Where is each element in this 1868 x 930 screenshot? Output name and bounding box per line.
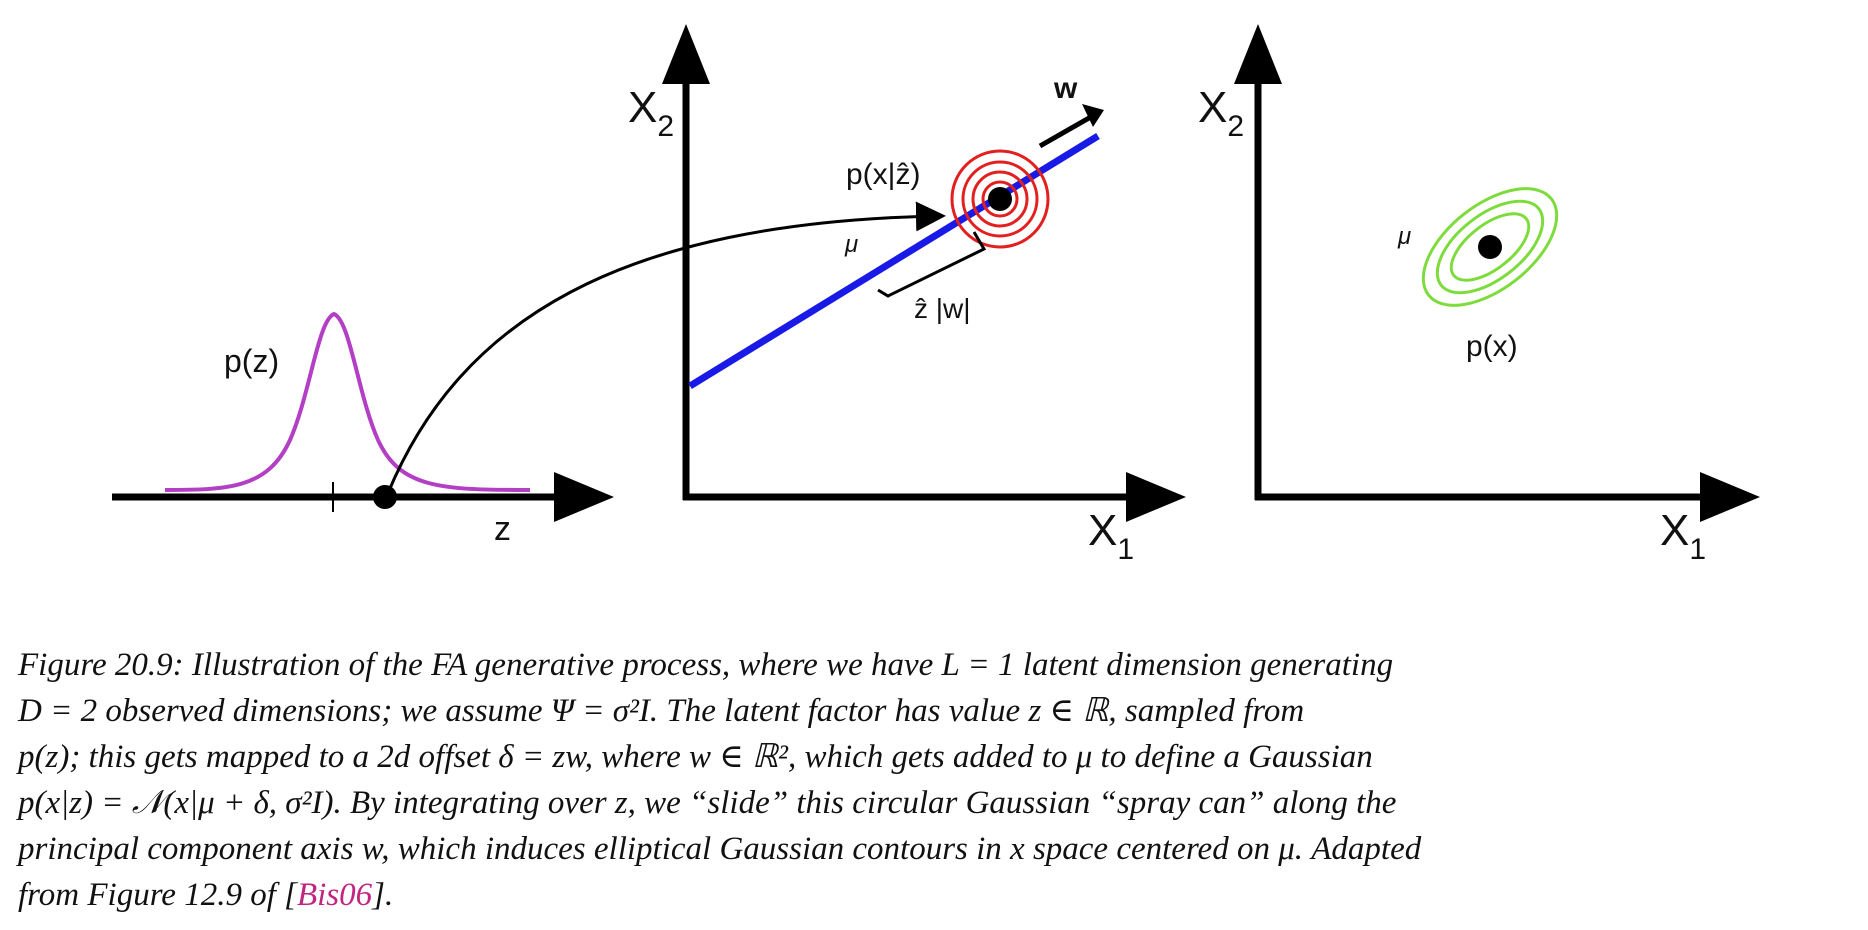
right-panel: X2 X1 μ p(x) xyxy=(1198,24,1760,566)
fa-generative-process-figure: p(z) z X2 X1 w p(x|ẑ) μ ẑ |w| xyxy=(112,24,1760,566)
w-direction-arrowhead xyxy=(1082,104,1104,127)
w-direction-arrow xyxy=(1038,111,1098,149)
right-x1-axis-label: X1 xyxy=(1660,506,1706,566)
marginal-contours xyxy=(1421,187,1559,307)
caption-line-2: D = 2 observed dimensions; we assume Ψ =… xyxy=(18,693,1305,729)
spray-can-contour-1 xyxy=(950,149,1050,249)
caption-last-suffix: ]. xyxy=(372,877,394,913)
x1-axis-arrowhead xyxy=(1126,472,1186,522)
caption-line-5: principal component axis w, which induce… xyxy=(18,831,1422,867)
right-mu-label: μ xyxy=(1397,223,1411,250)
mu-label: μ xyxy=(844,231,858,258)
right-x1-axis-arrowhead xyxy=(1700,472,1760,522)
x1-axis-label: X1 xyxy=(1088,506,1134,566)
marginal-contour-3 xyxy=(1449,212,1531,282)
citation-link[interactable]: Bis06 xyxy=(296,877,373,913)
caption-line-1: Figure 20.9: Illustration of the FA gene… xyxy=(18,647,1394,683)
x2-axis-arrowhead xyxy=(662,24,710,84)
z-axis-label: z xyxy=(494,510,511,548)
x2-axis-subscript: 2 xyxy=(657,110,674,143)
x1-axis-subscript: 1 xyxy=(1117,533,1134,566)
figure-caption: Figure 20.9: Illustration of the FA gene… xyxy=(18,642,1850,918)
z-axis-arrowhead xyxy=(554,472,614,522)
caption-line-4: p(x|z) = 𝒩(x|μ + δ, σ²I). By integrating… xyxy=(18,785,1397,821)
z-sample-point xyxy=(373,485,397,509)
latent-density-curve xyxy=(164,311,531,492)
right-x2-axis-subscript: 2 xyxy=(1227,110,1244,143)
right-x2-axis-arrowhead xyxy=(1234,24,1282,84)
right-x2-axis-label: X2 xyxy=(1198,83,1244,143)
latent-density-label: p(z) xyxy=(224,343,279,379)
x2-axis-label: X2 xyxy=(628,83,674,143)
marginal-contour-1 xyxy=(1421,187,1559,307)
spray-can-contour-3 xyxy=(971,170,1029,228)
offset-bracket xyxy=(877,231,987,298)
marginal-mean-point xyxy=(1478,235,1502,259)
left-panel: p(z) z xyxy=(112,311,614,548)
spray-can-contour-2 xyxy=(961,160,1039,238)
right-x1-axis-subscript: 1 xyxy=(1689,533,1706,566)
spray-can-contours xyxy=(950,149,1050,249)
offset-label: ẑ |w| xyxy=(914,293,971,324)
conditional-density-label: p(x|ẑ) xyxy=(846,158,920,191)
caption-line-6: from Figure 12.9 of [Bis06]. xyxy=(18,872,1850,918)
mapping-arrow xyxy=(386,201,946,494)
w-label: w xyxy=(1053,72,1078,105)
marginal-density-label: p(x) xyxy=(1466,330,1518,363)
caption-line-3: p(z); this gets mapped to a 2d offset δ … xyxy=(18,739,1373,775)
spray-can-contour-4 xyxy=(981,180,1019,218)
caption-last-prefix: from Figure 12.9 of [ xyxy=(18,877,297,913)
conditional-mean-point xyxy=(988,187,1012,211)
marginal-contour-2 xyxy=(1435,199,1545,295)
middle-panel: X2 X1 w p(x|ẑ) μ ẑ |w| xyxy=(628,24,1186,566)
